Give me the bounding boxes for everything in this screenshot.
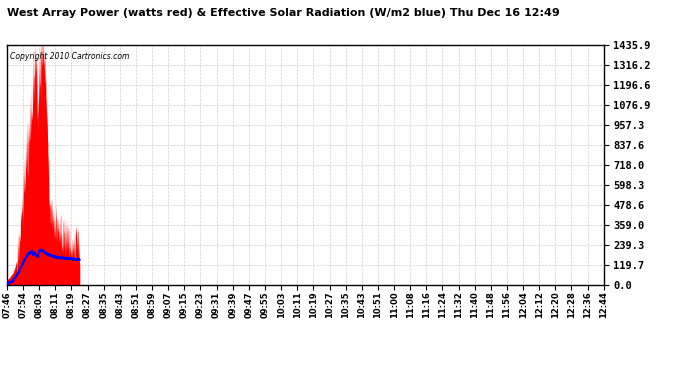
Text: Copyright 2010 Cartronics.com: Copyright 2010 Cartronics.com [10,52,129,61]
Text: West Array Power (watts red) & Effective Solar Radiation (W/m2 blue) Thu Dec 16 : West Array Power (watts red) & Effective… [7,8,560,18]
